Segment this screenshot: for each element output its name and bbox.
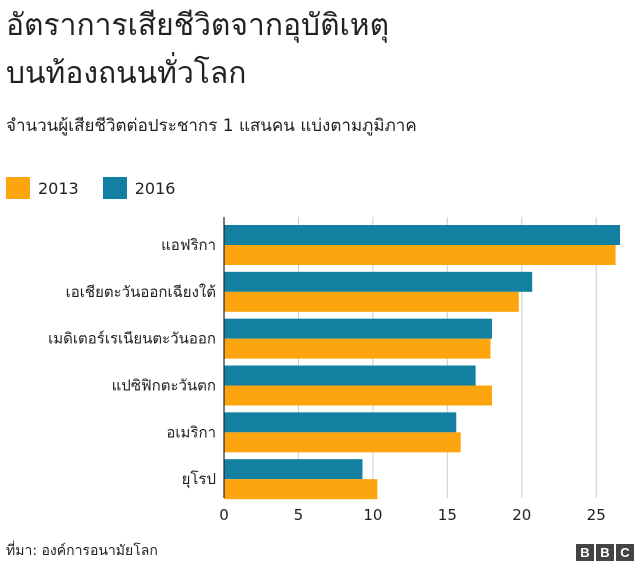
chart-title-line-2: บนท้องถนนทั่วโลก	[6, 56, 247, 91]
category-label-0: แอฟริกา	[161, 236, 216, 254]
chart-subtitle: จำนวนผู้เสียชีวิตต่อประชากร 1 แสนคน แบ่ง…	[6, 116, 417, 136]
x-tick-label-15: 15	[438, 506, 457, 524]
bar-2016-4	[224, 412, 457, 433]
category-label-5: ยุโรป	[182, 470, 216, 489]
bbc-logo-letter-3: C	[616, 544, 634, 561]
chart-title: อัตราการเสียชีวิตจากอุบัติเหตุ บนท้องถนน…	[6, 2, 626, 98]
x-tick-label-20: 20	[512, 506, 531, 524]
legend-item-2013: 2013	[6, 177, 79, 199]
legend-item-2016: 2016	[102, 177, 176, 199]
category-label-2: เมดิเตอร์เรเนียนตะวันออก	[48, 330, 216, 348]
bbc-logo-letter-2: B	[596, 544, 614, 561]
source-note: ที่มา: องค์การอนามัยโลก	[6, 543, 158, 559]
category-label-4: อเมริกา	[166, 423, 216, 441]
category-label-3: แปซิฟิกตะวันตก	[112, 377, 216, 395]
bar-chart: 0 5 10 15 20 25 แอฟริกาเอเชียตะวันออกเฉียงใต้เ…	[48, 217, 621, 524]
category-label-1: เอเชียตะวันออกเฉียงใต้	[66, 283, 216, 301]
chart-title-line-1: อัตราการเสียชีวิตจากอุบัติเหตุ	[6, 8, 390, 43]
bar-2013-3	[224, 385, 492, 406]
bar-2013-2	[224, 338, 491, 359]
legend: 2013 2016	[6, 176, 199, 200]
x-tick-label-0: 0	[219, 506, 229, 524]
bar-2016-1	[224, 271, 533, 292]
x-tick-label-10: 10	[363, 506, 382, 524]
bar-2016-0	[224, 225, 621, 245]
bar-2013-0	[224, 245, 616, 265]
x-tick-label-5: 5	[294, 506, 304, 524]
x-tick-label-25: 25	[587, 506, 606, 524]
bar-2016-3	[224, 365, 476, 386]
legend-swatch-2016	[102, 177, 127, 199]
bbc-logo: B B C	[574, 544, 634, 561]
bar-2013-5	[224, 479, 378, 500]
bbc-logo-letter-1: B	[576, 544, 594, 561]
legend-label-2016: 2016	[134, 178, 176, 198]
bar-2013-4	[224, 432, 461, 453]
legend-label-2013: 2013	[38, 178, 79, 198]
bar-2013-1	[224, 291, 519, 312]
legend-swatch-2013	[6, 177, 30, 199]
bar-2016-2	[224, 318, 492, 339]
bar-2016-5	[224, 459, 363, 480]
